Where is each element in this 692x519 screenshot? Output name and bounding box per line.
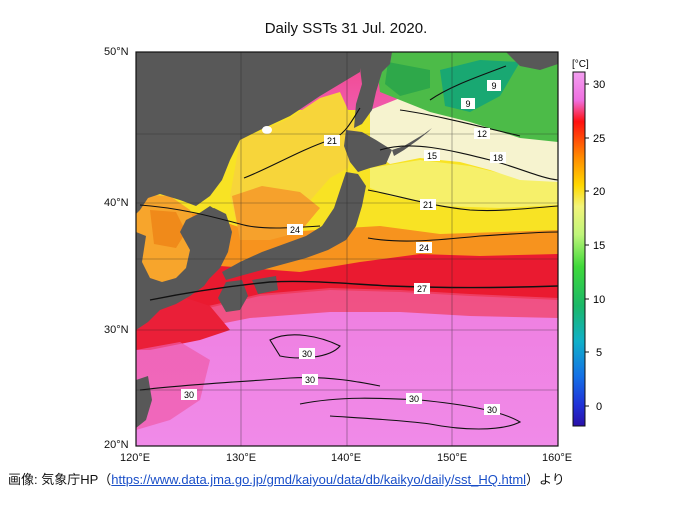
ocean-dark-green-patch	[385, 62, 430, 96]
svg-text:21: 21	[423, 200, 433, 210]
contour-21-east	[367, 189, 558, 212]
bohai-sea	[150, 210, 186, 248]
colorbar-unit: [°C]	[572, 59, 589, 70]
land-hokkaido	[344, 130, 392, 172]
graticule	[136, 52, 558, 446]
colorbar-tick-25: 25	[593, 133, 605, 145]
lon-label-160e: 160°E	[542, 452, 573, 464]
contour-label-24-japan-sea: 24	[287, 224, 303, 235]
land-honshu	[222, 172, 366, 280]
lon-label-130e: 130°E	[226, 452, 257, 464]
credit-suffix: ）より	[526, 472, 565, 487]
svg-text:12: 12	[477, 129, 487, 139]
lat-label-20n: 20°N	[104, 439, 129, 451]
svg-text:18: 18	[493, 153, 503, 163]
contour-18	[379, 145, 558, 181]
svg-text:21: 21	[327, 136, 337, 146]
contour-label-30e: 30	[484, 404, 500, 415]
contour-label-group: 9 9 12 15 18 21 21 24 24 27 30 30 30 30 …	[181, 80, 506, 415]
map-title: Daily SSTs 31 Jul. 2020.	[264, 20, 428, 37]
contour-label-30d: 30	[406, 393, 422, 404]
svg-text:9: 9	[465, 99, 470, 109]
contour-label-12: 12	[474, 128, 490, 139]
credit-prefix: 画像: 気象庁HP（	[8, 472, 112, 487]
contour-label-24-east: 24	[416, 242, 432, 253]
contour-27	[149, 280, 558, 301]
contour-label-18: 18	[490, 152, 506, 163]
colorbar-tick-30: 30	[593, 79, 605, 91]
land-asia-north	[136, 52, 360, 214]
land-kamchatka	[506, 52, 558, 70]
colorbar-tick-10: 10	[593, 294, 605, 306]
contour-label-15: 15	[424, 150, 440, 161]
svg-text:30: 30	[487, 405, 497, 415]
contour-label-30a: 30	[299, 348, 315, 359]
east-china-sea-south	[136, 342, 210, 430]
colorbar-tick-15: 15	[593, 240, 605, 252]
contour-9	[429, 65, 507, 101]
ocean-teal-patch	[440, 60, 520, 112]
contour-24-east	[367, 231, 558, 242]
colorbar-ticks	[585, 83, 589, 407]
contour-label-27: 27	[414, 283, 430, 294]
land-sakhalin	[354, 52, 392, 128]
lon-label-150e: 150°E	[437, 452, 468, 464]
svg-text:30: 30	[302, 349, 312, 359]
lon-label-140e: 140°E	[331, 452, 362, 464]
lat-label-30n: 30°N	[104, 324, 129, 336]
contour-label-30b: 30	[302, 374, 318, 385]
svg-text:24: 24	[290, 225, 300, 235]
svg-text:30: 30	[184, 390, 194, 400]
lat-label-50n: 50°N	[104, 46, 129, 58]
svg-text:24: 24	[419, 243, 429, 253]
contour-label-21-japan-sea: 21	[324, 135, 340, 146]
contour-30-mid	[139, 377, 381, 391]
land-korea	[190, 208, 232, 282]
credit-link[interactable]: https://www.data.jma.go.jp/gmd/kaiyou/da…	[111, 472, 527, 487]
contour-12	[399, 109, 521, 137]
white-island	[262, 126, 272, 134]
contour-label-30c: 30	[181, 389, 197, 400]
colorbar-tick-5: 5	[596, 347, 602, 359]
svg-text:9: 9	[491, 81, 496, 91]
lat-label-40n: 40°N	[104, 197, 129, 209]
land-shikoku	[252, 276, 278, 294]
land-kurils	[392, 128, 432, 156]
ocean-pale-yellow	[370, 160, 558, 208]
contour-label-9b: 9	[461, 98, 475, 109]
svg-text:30: 30	[305, 375, 315, 385]
svg-text:30: 30	[409, 394, 419, 404]
land-kyushu	[218, 280, 248, 312]
svg-text:15: 15	[427, 151, 437, 161]
colorbar-tick-0: 0	[596, 401, 602, 413]
contour-label-21-east: 21	[420, 199, 436, 210]
svg-text:27: 27	[417, 284, 427, 294]
colorbar-tick-20: 20	[593, 186, 605, 198]
image-credit: 画像: 気象庁HP（https://www.data.jma.go.jp/gmd…	[8, 469, 565, 488]
colorbar	[572, 71, 586, 427]
lon-label-120e: 120°E	[120, 452, 151, 464]
ocean-cream	[370, 98, 558, 182]
map-frame	[135, 51, 559, 447]
contour-30-south	[299, 397, 522, 430]
colorbar-tick-labels: 30 25 20 15 10 5 0	[593, 79, 605, 413]
contour-label-9a: 9	[487, 80, 501, 91]
contour-30-island1	[269, 334, 341, 359]
